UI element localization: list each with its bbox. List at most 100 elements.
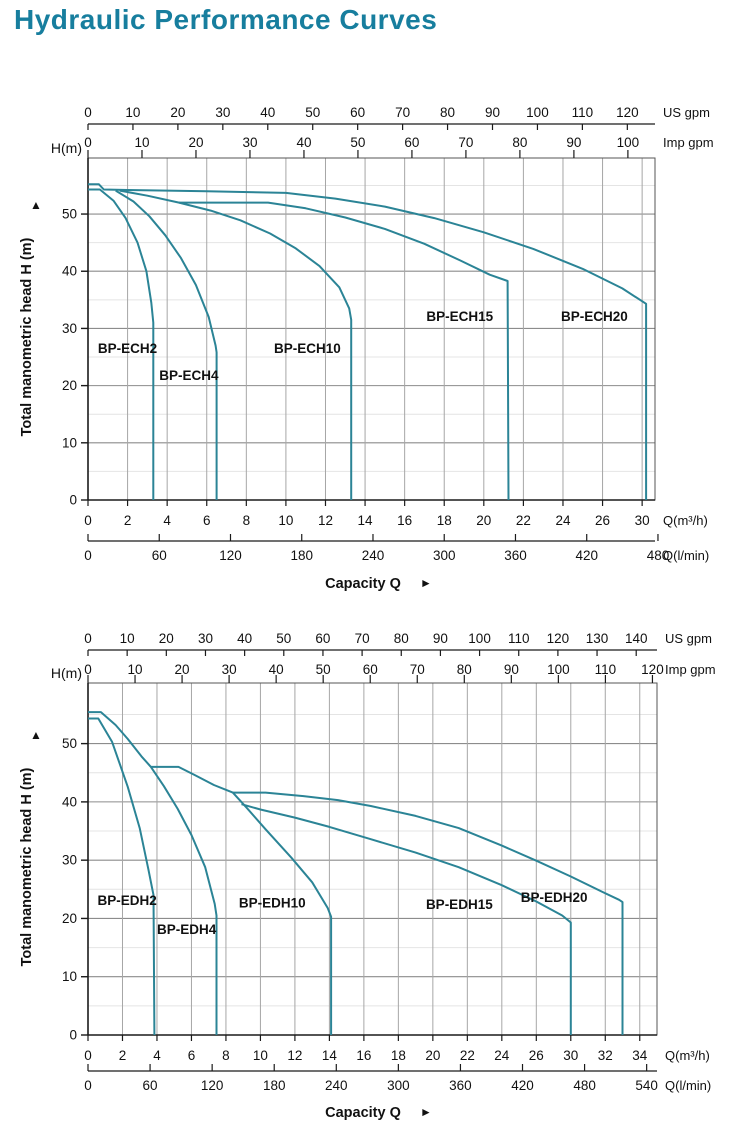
- y-tick-label: 40: [62, 794, 77, 809]
- m3h-tick-label: 30: [563, 1048, 578, 1063]
- grid: [87, 682, 658, 1036]
- m3h-tick-label: 20: [476, 513, 491, 528]
- curve-label-BP-EDH2: BP-EDH2: [97, 893, 156, 908]
- lmin-tick-label: 420: [575, 548, 598, 563]
- y-tick-label: 20: [62, 911, 77, 926]
- grid: [87, 157, 656, 501]
- lmin-tick-label: 0: [84, 548, 92, 563]
- y-tick-label: 10: [62, 969, 77, 984]
- curve-label-BP-EDH4: BP-EDH4: [157, 922, 217, 937]
- y-tick-label: 0: [69, 493, 77, 508]
- imp-gpm-tick-label: 60: [363, 662, 378, 677]
- us-gpm-tick-label: 100: [526, 105, 549, 120]
- imp-gpm-tick-label: 40: [269, 662, 284, 677]
- y-axis: 0 10 20 30 40 50 H(m) Total manometric head H (…: [19, 665, 88, 1043]
- us-gpm-tick-label: 80: [394, 631, 409, 646]
- lmin-tick-label: 180: [290, 548, 313, 563]
- lmin-tick-label: 120: [219, 548, 242, 563]
- m3h-tick-label: 18: [437, 513, 452, 528]
- imp-gpm-tick-label: 80: [457, 662, 472, 677]
- lmin-tick-label: 360: [504, 548, 527, 563]
- lmin-tick-label: 120: [201, 1078, 224, 1093]
- us-gpm-tick-label: 40: [260, 105, 275, 120]
- lmin-tick-label: 360: [449, 1078, 472, 1093]
- y-axis-arrow-icon: ▲: [30, 728, 42, 742]
- capacity-label: Capacity Q: [325, 1105, 401, 1121]
- curve-label-BP-EDH20: BP-EDH20: [521, 890, 588, 905]
- curve-label-BP-EDH10: BP-EDH10: [239, 896, 306, 911]
- imp-gpm-tick-label: 100: [617, 135, 640, 150]
- capacity-arrow-icon: ►: [420, 576, 432, 590]
- imp-gpm-tick-label: 0: [84, 135, 92, 150]
- m3h-tick-label: 6: [203, 513, 211, 528]
- lmin-tick-label: 240: [325, 1078, 348, 1093]
- us-gpm-unit-label: US gpm: [665, 631, 712, 646]
- imp-gpm-tick-label: 30: [242, 135, 257, 150]
- y-axis-arrow-icon: ▲: [30, 198, 42, 212]
- curve-BP-ECH4: [115, 189, 218, 500]
- lmin-unit-label: Q(l/min): [665, 1078, 711, 1093]
- m3h-tick-label: 6: [188, 1048, 196, 1063]
- m3h-unit-label: Q(m³/h): [665, 1048, 710, 1063]
- imp-gpm-tick-label: 40: [296, 135, 311, 150]
- us-gpm-tick-label: 110: [572, 105, 594, 120]
- m3h-tick-label: 26: [595, 513, 610, 528]
- m3h-tick-label: 14: [322, 1048, 338, 1063]
- m3h-tick-label: 22: [516, 513, 531, 528]
- h-unit-label: H(m): [51, 140, 82, 156]
- m3h-tick-label: 10: [253, 1048, 268, 1063]
- curve-label-BP-ECH4: BP-ECH4: [159, 368, 219, 383]
- us-gpm-tick-label: 70: [395, 105, 410, 120]
- imp-gpm-tick-label: 100: [547, 662, 570, 677]
- m3h-tick-label: 34: [632, 1048, 648, 1063]
- us-gpm-tick-label: 120: [616, 105, 639, 120]
- curve-BP-EDH2: [88, 717, 156, 1036]
- lmin-tick-label: 540: [635, 1078, 658, 1093]
- capacity-arrow-icon: ►: [420, 1105, 432, 1119]
- us-gpm-tick-label: 80: [440, 105, 455, 120]
- curve-BP-EDH10: [150, 765, 333, 1035]
- y-tick-label: 30: [62, 321, 77, 336]
- m3h-tick-label: 0: [84, 513, 92, 528]
- us-gpm-tick-label: 110: [508, 631, 530, 646]
- lmin-tick-label: 300: [433, 548, 456, 563]
- us-gpm-tick-label: 0: [84, 631, 92, 646]
- y-tick-label: 50: [62, 207, 77, 222]
- us-gpm-tick-label: 0: [84, 105, 92, 120]
- us-gpm-tick-label: 20: [170, 105, 185, 120]
- curve-BP-ECH2: [88, 188, 155, 500]
- m3h-tick-label: 16: [356, 1048, 371, 1063]
- us-gpm-tick-label: 100: [468, 631, 491, 646]
- m3h-tick-label: 16: [397, 513, 412, 528]
- y-axis-title: Total manometric head H (m): [19, 767, 35, 966]
- curve-BP-ECH10: [119, 189, 353, 500]
- capacity-label: Capacity Q: [325, 576, 401, 592]
- us-gpm-tick-label: 140: [625, 631, 648, 646]
- lmin-tick-label: 240: [362, 548, 385, 563]
- m3h-tick-label: 12: [287, 1048, 302, 1063]
- y-tick-label: 50: [62, 736, 77, 751]
- curve-label-BP-ECH2: BP-ECH2: [98, 341, 157, 356]
- us-gpm-tick-label: 70: [355, 631, 370, 646]
- m3h-axis: 0 2 4 6 8 10 12 14 16 18 20 22 24 26 30 Q(m³/h): [84, 500, 708, 528]
- curve-BP-ECH15: [179, 201, 510, 501]
- us-gpm-tick-label: 10: [125, 105, 140, 120]
- imp-gpm-tick-label: 90: [504, 662, 519, 677]
- h-unit-label: H(m): [51, 665, 82, 681]
- lmin-tick-label: 300: [387, 1078, 410, 1093]
- m3h-tick-label: 24: [555, 513, 571, 528]
- imp-gpm-tick-label: 60: [404, 135, 419, 150]
- m3h-tick-label: 2: [119, 1048, 127, 1063]
- imp-gpm-tick-label: 30: [222, 662, 237, 677]
- us-gpm-unit-label: US gpm: [663, 105, 710, 120]
- us-gpm-tick-label: 60: [350, 105, 365, 120]
- m3h-tick-label: 22: [460, 1048, 475, 1063]
- m3h-axis: 0 2 4 6 8 10 12 14 16 18 20 22 24 26 30 32 34 Q(m³/h): [84, 1035, 710, 1063]
- lmin-tick-label: 480: [647, 548, 670, 563]
- lmin-tick-label: 420: [511, 1078, 534, 1093]
- lmin-tick-label: 60: [143, 1078, 158, 1093]
